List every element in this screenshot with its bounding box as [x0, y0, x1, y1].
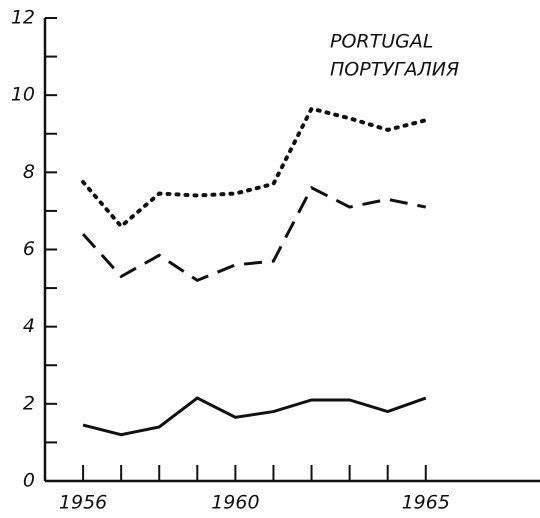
y-tick-label: 8 [23, 161, 35, 183]
line-series [81, 106, 428, 230]
line-series [82, 396, 427, 437]
y-tick-label: 0 [23, 470, 35, 492]
y-tick-label: 2 [23, 392, 35, 414]
chart-title: ПОРТУГАЛИЯ [330, 59, 459, 81]
y-tick-label: 12 [11, 7, 35, 29]
y-tick-label: 6 [23, 238, 35, 260]
x-tick-label: 1965 [402, 492, 450, 514]
line-series [81, 185, 427, 283]
x-tick-label: 1960 [211, 492, 259, 514]
y-tick-label: 4 [23, 315, 35, 337]
chart-title: PORTUGAL [330, 31, 433, 53]
y-tick-label: 10 [11, 84, 35, 106]
x-tick-label: 1956 [59, 492, 107, 514]
